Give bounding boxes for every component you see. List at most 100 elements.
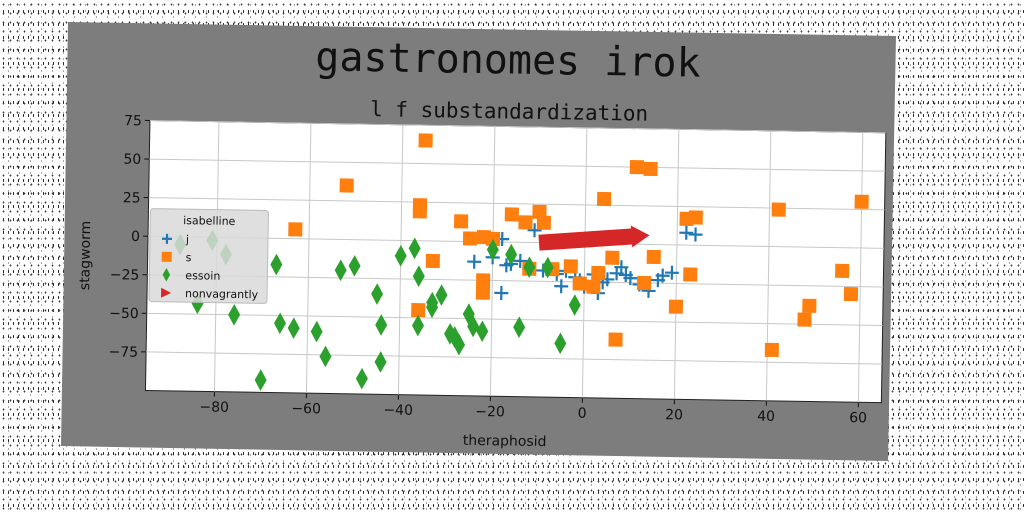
- data-point-plus: [614, 260, 629, 275]
- data-point-square: [835, 263, 850, 278]
- data-point-square: [764, 342, 779, 358]
- data-point-square: [532, 204, 547, 219]
- data-point-diamond: [270, 253, 283, 276]
- data-point-square: [462, 231, 478, 246]
- x-tick-label: −20: [475, 404, 505, 420]
- y-gridline: [148, 197, 885, 211]
- data-point-square: [797, 312, 812, 327]
- y-tick-label: 50: [123, 152, 141, 168]
- data-point-diamond: [513, 316, 526, 339]
- data-point-square: [572, 276, 587, 291]
- y-gridline: [148, 235, 884, 249]
- data-point-square: [771, 202, 786, 217]
- data-point-plus: [513, 253, 528, 268]
- series-essoin: [174, 229, 581, 391]
- data-point-plus: [679, 225, 694, 240]
- data-point-diamond: [486, 238, 499, 261]
- data-point-square: [425, 253, 440, 269]
- data-point-diamond: [568, 294, 581, 316]
- data-point-square: [596, 191, 612, 207]
- x-gridline: [581, 127, 588, 398]
- data-point-diamond: [334, 259, 347, 282]
- data-point-diamond: [467, 315, 480, 338]
- data-point-diamond: [348, 255, 361, 277]
- data-point-diamond: [394, 245, 407, 267]
- data-point-diamond: [435, 284, 448, 306]
- data-point-plus: [554, 279, 569, 294]
- data-point-diamond: [371, 283, 384, 305]
- x-tick-label: 40: [757, 409, 775, 425]
- data-point-square: [646, 249, 661, 265]
- data-point-square: [591, 265, 606, 281]
- legend-box: [148, 208, 269, 304]
- x-gridline: [857, 132, 864, 403]
- data-point-diamond: [273, 312, 286, 335]
- data-point-diamond: [228, 303, 241, 326]
- data-point-square: [288, 222, 303, 237]
- data-point-plus: [623, 271, 638, 286]
- data-point-square: [629, 160, 644, 175]
- data-point-square: [518, 215, 533, 230]
- y-tick-label: 75: [124, 113, 142, 129]
- chart-subtitle: l f substandardization: [370, 97, 649, 126]
- legend-title: isabelline: [183, 214, 236, 228]
- data-point-diamond: [453, 333, 466, 356]
- data-point-plus: [688, 227, 703, 242]
- data-point-diamond: [411, 314, 424, 337]
- data-point-diamond: [412, 265, 425, 287]
- data-point-square: [802, 298, 817, 313]
- data-point-diamond: [355, 367, 368, 390]
- y-tick-label: −75: [108, 344, 138, 360]
- data-point-square: [688, 210, 703, 225]
- data-layer: [174, 133, 869, 391]
- data-point-diamond: [310, 320, 323, 343]
- y-gridline: [146, 312, 883, 327]
- data-point-square: [643, 161, 658, 177]
- data-point-diamond: [448, 326, 461, 348]
- data-point-diamond: [408, 237, 421, 260]
- data-point-diamond: [554, 332, 567, 355]
- x-gridline: [305, 123, 312, 394]
- y-tick-label: −25: [110, 267, 140, 283]
- legend-label: essoin: [185, 269, 220, 283]
- x-tick-label: 0: [578, 406, 587, 422]
- y-tick-label: −50: [109, 306, 139, 322]
- data-point-diamond: [254, 369, 267, 391]
- data-point-diamond: [287, 317, 300, 339]
- x-gridline: [673, 129, 680, 400]
- y-gridline: [147, 274, 884, 288]
- data-point-plus: [664, 265, 679, 280]
- legend-marker-diamond: [162, 268, 171, 282]
- legend-marker-square: [161, 251, 172, 262]
- data-point-plus: [467, 254, 482, 269]
- x-axis-label: theraphosid: [463, 433, 547, 450]
- data-point-square: [636, 275, 652, 291]
- data-point-square: [412, 204, 427, 219]
- legend-label: nonvagrantly: [185, 287, 259, 301]
- data-point-diamond: [426, 296, 439, 319]
- chart-title: gastronomes irok: [315, 34, 701, 86]
- legend-label: s: [186, 251, 192, 264]
- data-point-diamond: [319, 345, 332, 368]
- data-point-diamond: [374, 351, 387, 373]
- series-s: [288, 133, 869, 358]
- legend-label: j: [185, 233, 189, 246]
- legend: isabelline js essoin nonvagrantly: [148, 208, 269, 304]
- data-point-plus: [527, 223, 542, 238]
- legend-marker-triangle: [160, 287, 172, 298]
- data-point-diamond: [541, 256, 554, 279]
- y-gridline: [146, 351, 883, 365]
- data-point-square: [843, 287, 859, 302]
- y-tick-label: 25: [123, 190, 141, 206]
- x-tick-label: −40: [383, 402, 413, 418]
- legend-marker-plus: [161, 233, 172, 244]
- data-point-square: [339, 178, 354, 193]
- data-point-diamond: [523, 256, 536, 279]
- data-point-square: [586, 279, 601, 294]
- data-point-square: [536, 215, 552, 230]
- legend-items: js essoin nonvagrantly: [160, 233, 259, 301]
- data-point-square: [683, 267, 698, 282]
- y-gridline: [149, 120, 886, 134]
- y-gridline: [149, 158, 886, 172]
